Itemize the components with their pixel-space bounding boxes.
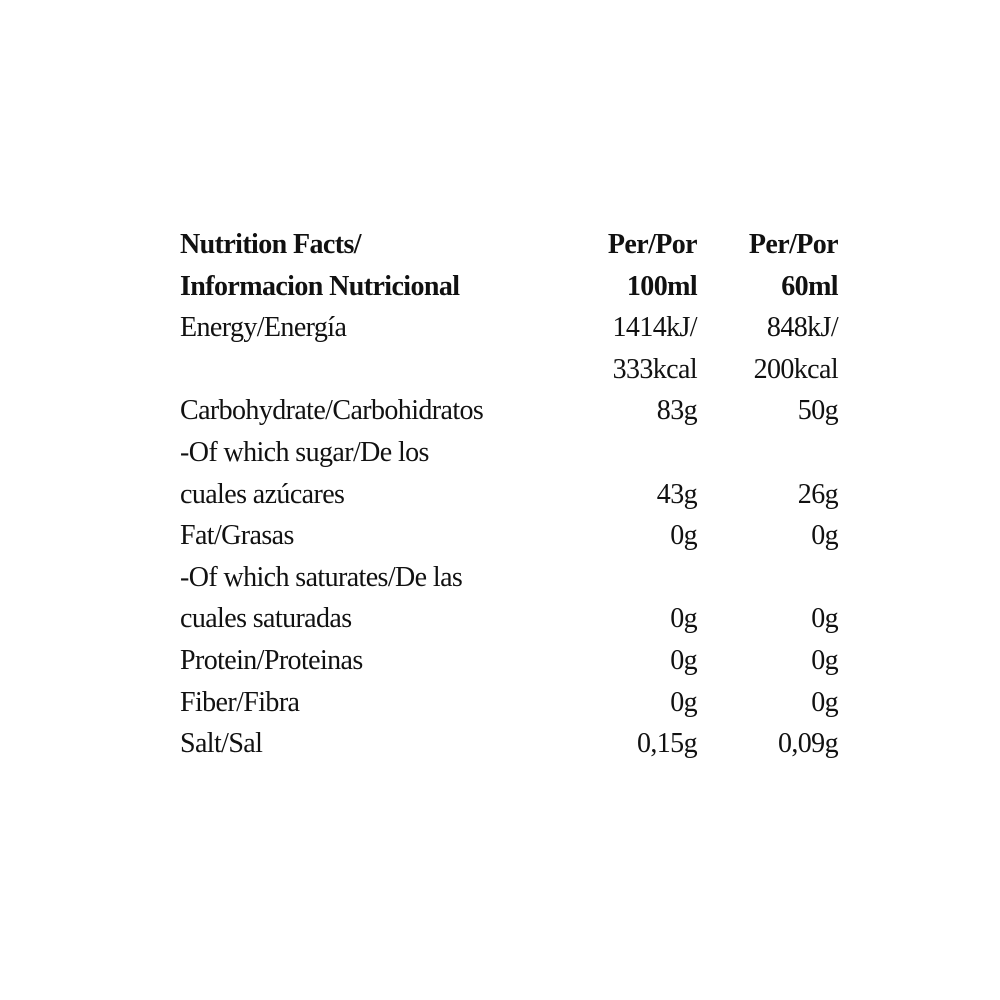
- column-header-per-100ml: Per/Por: [607, 229, 698, 260]
- table-row: 333kcal 200kcal: [180, 349, 840, 391]
- value-per-100ml: 333kcal: [612, 353, 698, 385]
- table-row: Salt/Sal 0,15g 0,09g: [180, 723, 840, 765]
- table-row: -Of which sugar/De los: [180, 432, 840, 474]
- value-per-100ml: 0g: [670, 603, 697, 635]
- nutrient-label: Energy/Energía: [180, 312, 347, 344]
- nutrient-label: [180, 349, 560, 391]
- value-per-60ml: 0g: [811, 686, 838, 718]
- value-per-100ml: [560, 557, 697, 599]
- nutrient-label: Protein/Proteinas: [180, 644, 363, 676]
- nutrient-label: cuales saturadas: [180, 603, 352, 635]
- nutrient-label: Carbohydrate/Carbohidratos: [180, 395, 484, 427]
- value-per-60ml: [697, 557, 838, 599]
- table-row: -Of which saturates/De las: [180, 557, 840, 599]
- value-per-100ml: 83g: [656, 395, 698, 427]
- value-per-100ml: 0g: [670, 686, 697, 718]
- value-per-60ml: 848kJ/: [766, 312, 839, 344]
- table-row: Protein/Proteinas 0g 0g: [180, 640, 840, 682]
- table-row: cuales azúcares 43g 26g: [180, 474, 840, 516]
- column-header-per-60ml: 60ml: [781, 270, 838, 302]
- value-per-100ml: 43g: [656, 478, 698, 510]
- value-per-100ml: 1414kJ/: [612, 312, 698, 344]
- value-per-60ml: 0g: [811, 603, 838, 635]
- table-row: Energy/Energía 1414kJ/848kJ/: [180, 307, 840, 349]
- value-per-100ml: 0,15g: [636, 728, 698, 760]
- table-title: Informacion Nutricional: [180, 270, 460, 302]
- table-title: Nutrition Facts/: [180, 229, 362, 260]
- value-per-60ml: 200kcal: [753, 353, 839, 385]
- column-header-per-60ml: Per/Por: [748, 229, 839, 260]
- value-per-60ml: 50g: [797, 395, 839, 427]
- value-per-60ml: 0g: [811, 520, 838, 552]
- nutrient-label: -Of which sugar/De los: [180, 436, 429, 468]
- table-row: cuales saturadas 0g 0g: [180, 598, 840, 640]
- nutrient-label: Fat/Grasas: [180, 520, 294, 552]
- column-header-per-100ml: 100ml: [626, 270, 698, 302]
- value-per-100ml: 0g: [670, 520, 697, 552]
- value-per-100ml: 0g: [670, 644, 697, 676]
- value-per-60ml: 0,09g: [777, 728, 839, 760]
- value-per-100ml: [560, 432, 697, 474]
- nutrient-label: Salt/Sal: [180, 728, 263, 760]
- table-row: Fat/Grasas 0g 0g: [180, 515, 840, 557]
- nutrient-label: -Of which saturates/De las: [180, 561, 463, 593]
- nutrient-label: cuales azúcares: [180, 478, 345, 510]
- value-per-60ml: 0g: [811, 644, 838, 676]
- table-row: Fiber/Fibra 0g 0g: [180, 682, 840, 724]
- table-row: Carbohydrate/Carbohidratos 83g 50g: [180, 390, 840, 432]
- value-per-60ml: 26g: [797, 478, 839, 510]
- value-per-60ml: [697, 432, 838, 474]
- nutrition-facts-table: Nutrition Facts/ Per/Por Per/Por Informa…: [180, 224, 840, 765]
- nutrient-label: Fiber/Fibra: [180, 686, 300, 718]
- header-row: Informacion Nutricional 100ml 60ml: [180, 266, 840, 308]
- header-row: Nutrition Facts/ Per/Por Per/Por: [180, 224, 840, 266]
